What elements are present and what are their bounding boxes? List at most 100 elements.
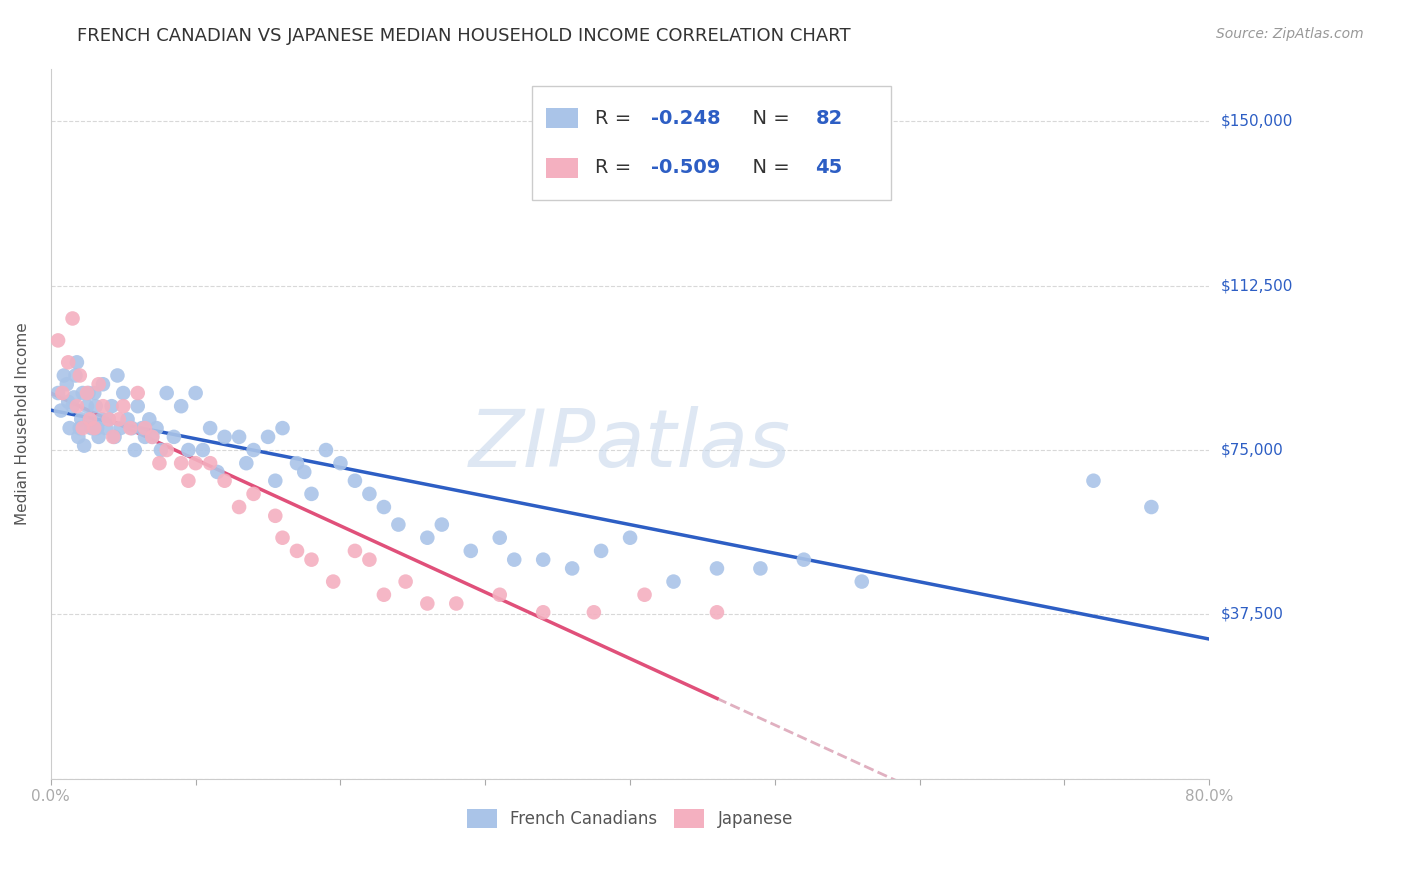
- Point: [264, 474, 287, 488]
- Point: [77, 386, 100, 401]
- Point: [292, 465, 315, 479]
- Point: [156, 386, 179, 401]
- Text: $37,500: $37,500: [1220, 607, 1284, 622]
- Text: $112,500: $112,500: [1220, 278, 1294, 293]
- Point: [141, 430, 163, 444]
- Text: FRENCH CANADIAN VS JAPANESE MEDIAN HOUSEHOLD INCOME CORRELATION CHART: FRENCH CANADIAN VS JAPANESE MEDIAN HOUSE…: [77, 27, 851, 45]
- Point: [79, 412, 101, 426]
- Point: [531, 605, 554, 619]
- Point: [322, 574, 344, 589]
- Point: [110, 421, 132, 435]
- Point: [141, 430, 163, 444]
- Point: [301, 552, 323, 566]
- Point: [127, 399, 149, 413]
- Point: [373, 588, 395, 602]
- Point: [87, 430, 110, 444]
- Point: [83, 421, 105, 435]
- Point: [446, 597, 468, 611]
- Point: [373, 500, 395, 514]
- Point: [91, 399, 114, 413]
- Point: [285, 544, 308, 558]
- Point: [561, 561, 583, 575]
- Point: [52, 368, 75, 383]
- Point: [51, 386, 73, 401]
- Point: [73, 439, 96, 453]
- Text: N =: N =: [740, 159, 796, 178]
- Point: [177, 474, 200, 488]
- Text: -0.248: -0.248: [651, 109, 720, 128]
- Point: [100, 399, 122, 413]
- Point: [582, 605, 605, 619]
- Point: [124, 443, 146, 458]
- Point: [228, 500, 250, 514]
- Point: [315, 443, 337, 458]
- Text: 45: 45: [815, 159, 842, 178]
- Point: [285, 456, 308, 470]
- Text: -0.509: -0.509: [651, 159, 720, 178]
- Point: [1083, 474, 1105, 488]
- Point: [112, 386, 135, 401]
- Point: [416, 531, 439, 545]
- Point: [62, 311, 84, 326]
- Point: [65, 368, 87, 383]
- Point: [134, 421, 156, 435]
- Point: [591, 544, 613, 558]
- Point: [503, 552, 526, 566]
- Point: [793, 552, 815, 566]
- Point: [271, 531, 294, 545]
- Point: [149, 443, 172, 458]
- Point: [58, 355, 80, 369]
- Point: [662, 574, 685, 589]
- Point: [117, 412, 139, 426]
- Point: [72, 421, 94, 435]
- Point: [101, 430, 124, 444]
- Point: [49, 403, 72, 417]
- Point: [343, 544, 366, 558]
- Legend: French Canadians, Japanese: French Canadians, Japanese: [461, 802, 800, 835]
- Point: [69, 421, 91, 435]
- Point: [84, 399, 107, 413]
- Point: [207, 465, 229, 479]
- Point: [359, 487, 381, 501]
- Point: [184, 456, 207, 470]
- Point: [121, 421, 143, 435]
- Point: [329, 456, 352, 470]
- Point: [851, 574, 873, 589]
- Point: [170, 456, 193, 470]
- FancyBboxPatch shape: [546, 108, 578, 128]
- Point: [80, 421, 103, 435]
- Point: [191, 443, 214, 458]
- Point: [531, 552, 554, 566]
- Point: [235, 456, 257, 470]
- Point: [264, 508, 287, 523]
- Point: [108, 412, 131, 426]
- Point: [214, 474, 236, 488]
- Point: [394, 574, 416, 589]
- Y-axis label: Median Household Income: Median Household Income: [15, 322, 30, 525]
- FancyBboxPatch shape: [546, 158, 578, 178]
- Point: [416, 597, 439, 611]
- Point: [343, 474, 366, 488]
- Text: N =: N =: [740, 109, 796, 128]
- Point: [488, 588, 510, 602]
- Point: [79, 412, 101, 426]
- Point: [198, 456, 221, 470]
- Point: [67, 430, 90, 444]
- Text: $75,000: $75,000: [1220, 442, 1284, 458]
- Text: ZIPatlas: ZIPatlas: [470, 406, 792, 484]
- Point: [156, 443, 179, 458]
- Text: R =: R =: [595, 109, 638, 128]
- Point: [706, 605, 728, 619]
- Point: [70, 412, 93, 426]
- Point: [138, 412, 160, 426]
- Text: R =: R =: [595, 159, 638, 178]
- Point: [706, 561, 728, 575]
- Text: Source: ZipAtlas.com: Source: ZipAtlas.com: [1216, 27, 1364, 41]
- Point: [62, 399, 84, 413]
- Point: [198, 421, 221, 435]
- Point: [131, 421, 153, 435]
- Point: [387, 517, 409, 532]
- Point: [271, 421, 294, 435]
- Point: [91, 377, 114, 392]
- Point: [460, 544, 482, 558]
